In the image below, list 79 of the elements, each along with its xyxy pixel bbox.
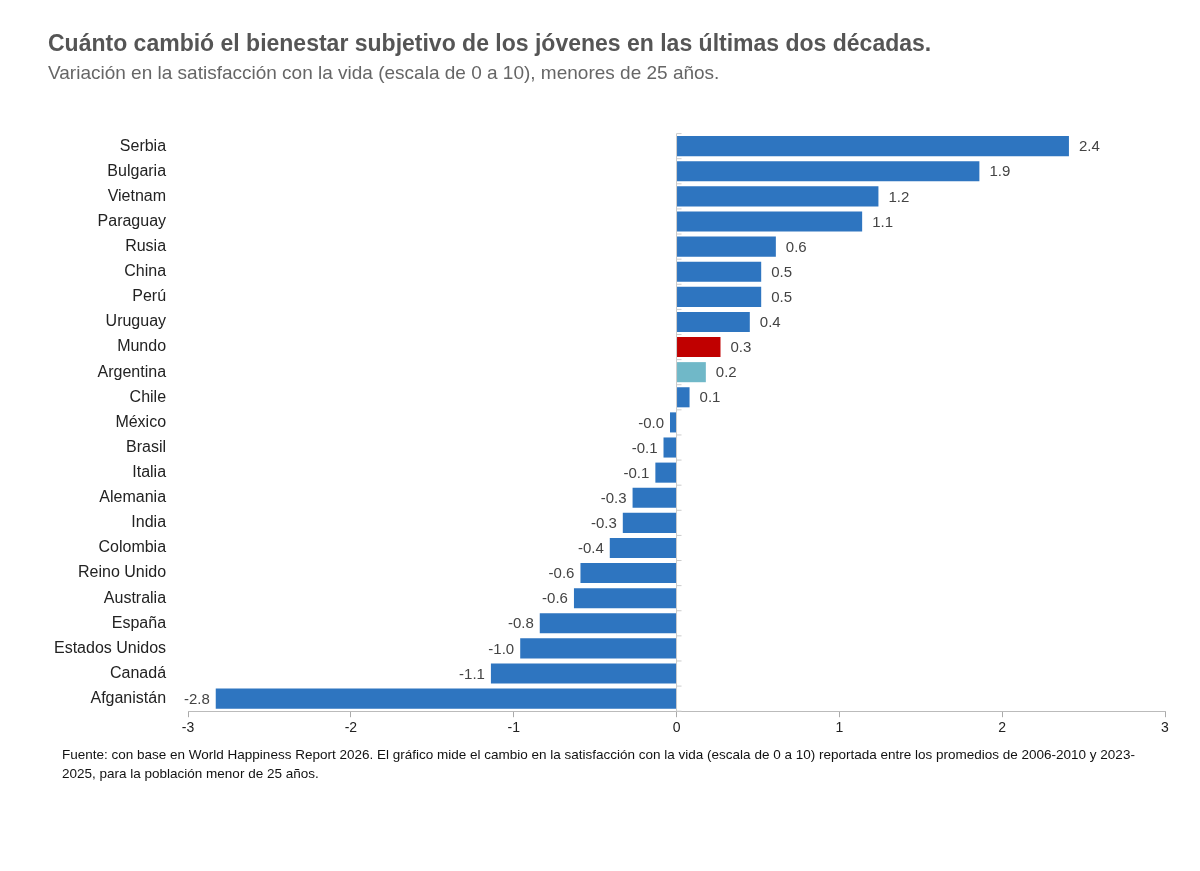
bar <box>490 663 677 684</box>
x-tick-label: -2 <box>344 719 358 736</box>
y-tick-label: Alemania <box>99 488 167 506</box>
bar <box>215 688 677 709</box>
data-label: -2.8 <box>183 689 210 707</box>
data-label: -1.0 <box>488 639 515 657</box>
bar <box>677 236 776 257</box>
y-tick-label: Mundo <box>117 337 167 355</box>
y-tick-label: Estados Unidos <box>54 638 167 656</box>
y-tick-label: España <box>111 613 167 631</box>
data-label: 0.5 <box>771 287 793 305</box>
data-label: -0.1 <box>623 463 650 481</box>
data-label: -0.0 <box>638 413 665 431</box>
y-tick-label: México <box>115 412 167 430</box>
data-label: -1.1 <box>459 664 485 682</box>
y-tick-label: Serbia <box>119 136 167 154</box>
y-tick-label: Bulgaria <box>107 161 167 179</box>
bar <box>670 412 677 433</box>
source-note: Fuente: con base en World Happiness Report 2026. El gráfico mide el cambio en la satisfacción con la vida (escala de 0 a 10) reportada entre los promedios de 2006-2010 y 2023-2025, para la población menor de 25 años. <box>62 746 1136 783</box>
y-tick-label: Chile <box>129 387 167 405</box>
chart-title: Cuánto cambió el bienestar subjetivo de los jóvenes en las últimas dos décadas. <box>48 30 932 57</box>
bar <box>677 337 721 358</box>
bar <box>573 588 677 609</box>
y-tick-label: Uruguay <box>105 312 167 330</box>
y-tick-label: Perú <box>132 287 167 305</box>
data-label: -0.1 <box>631 438 658 456</box>
x-tick-label: 1 <box>835 719 844 736</box>
y-tick-label: India <box>131 513 167 531</box>
bar <box>520 638 677 659</box>
bar <box>677 211 863 232</box>
y-tick-label: Paraguay <box>97 211 167 229</box>
data-label: 1.2 <box>888 187 910 205</box>
bar <box>677 186 879 207</box>
chart-subtitle: Variación en la satisfacción con la vida (escala de 0 a 10), menores de 25 años. <box>48 62 720 84</box>
data-label: 0.6 <box>785 237 807 255</box>
data-label: 0.2 <box>715 363 737 381</box>
y-tick-label: Afganistán <box>90 689 167 707</box>
y-tick-label: Colombia <box>98 538 167 556</box>
data-label: 0.4 <box>759 313 781 331</box>
y-tick-label: China <box>124 262 167 280</box>
bar <box>655 462 677 483</box>
data-label: 1.1 <box>872 212 894 230</box>
x-tick-label: 2 <box>998 719 1007 736</box>
x-tick-label: 0 <box>672 719 681 736</box>
data-label: -0.6 <box>542 589 568 607</box>
data-label: -0.4 <box>577 539 604 557</box>
y-tick-label: Canadá <box>110 663 167 681</box>
y-tick-label: Reino Unido <box>78 563 167 581</box>
data-label: -0.6 <box>548 564 575 582</box>
bar <box>677 311 750 332</box>
data-label: 2.4 <box>1078 137 1100 155</box>
y-tick-label: Brasil <box>126 437 167 455</box>
bar <box>677 261 762 282</box>
y-tick-label: Australia <box>103 588 167 606</box>
bar <box>677 161 980 182</box>
bar <box>580 563 677 584</box>
bar <box>677 362 706 383</box>
y-tick-label: Italia <box>132 463 167 481</box>
data-label: 0.5 <box>771 262 793 280</box>
bar <box>632 487 677 508</box>
bar <box>677 387 690 408</box>
data-label: -0.8 <box>507 614 534 632</box>
bar <box>609 537 677 559</box>
bar <box>663 437 677 458</box>
data-label: 1.9 <box>989 162 1011 180</box>
x-tick-label: -3 <box>181 719 195 736</box>
y-tick-label: Rusia <box>125 237 167 255</box>
bar <box>677 286 762 307</box>
bar <box>539 613 677 634</box>
bar <box>677 136 1069 157</box>
data-label: 0.3 <box>730 338 752 356</box>
x-tick-label: -1 <box>507 719 521 736</box>
data-label: -0.3 <box>600 488 627 506</box>
x-tick-label: 3 <box>1161 719 1170 736</box>
y-tick-label: Vietnam <box>107 186 167 204</box>
bar <box>622 512 677 533</box>
data-label: -0.3 <box>590 513 617 531</box>
data-label: 0.1 <box>699 388 721 406</box>
y-tick-label: Argentina <box>97 362 167 380</box>
